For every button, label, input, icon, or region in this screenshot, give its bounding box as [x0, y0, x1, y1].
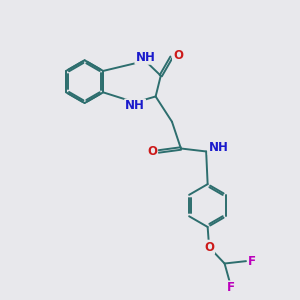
Text: O: O: [204, 241, 214, 254]
Text: O: O: [173, 49, 183, 62]
Text: F: F: [248, 255, 256, 268]
Text: NH: NH: [208, 141, 228, 154]
Text: NH: NH: [125, 100, 145, 112]
Text: O: O: [147, 145, 157, 158]
Text: NH: NH: [135, 51, 155, 64]
Text: F: F: [226, 281, 235, 294]
